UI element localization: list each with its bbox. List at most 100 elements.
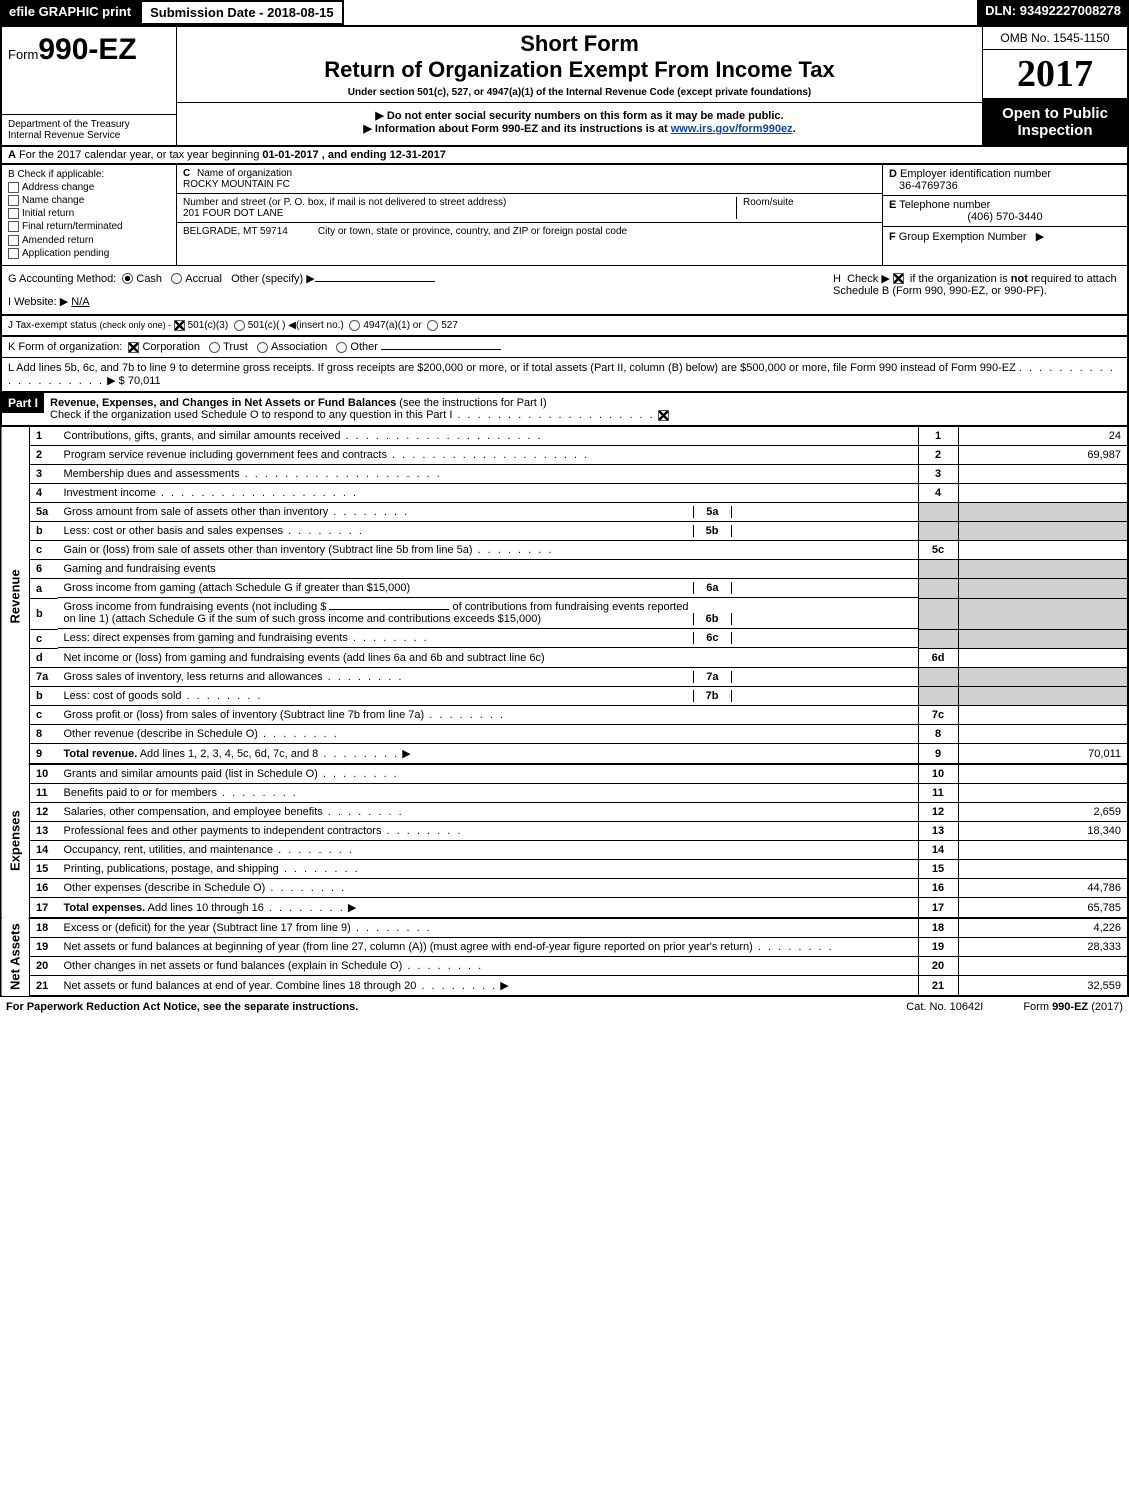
line-desc: Net income or (loss) from gaming and fun… bbox=[58, 648, 919, 667]
line-box-shade bbox=[918, 629, 958, 648]
dots bbox=[318, 748, 399, 760]
table-row: a Gross income from gaming (attach Sched… bbox=[1, 579, 1128, 599]
line-num: 8 bbox=[30, 725, 58, 744]
chk-501c3[interactable] bbox=[174, 320, 185, 331]
sub-box: 6a bbox=[693, 582, 731, 594]
line-box: 1 bbox=[918, 427, 958, 446]
line-box: 5c bbox=[918, 541, 958, 560]
table-row: c Gross profit or (loss) from sales of i… bbox=[1, 706, 1128, 725]
return-title: Return of Organization Exempt From Incom… bbox=[177, 57, 982, 83]
chk-address-change[interactable]: Address change bbox=[8, 182, 170, 193]
dots bbox=[381, 825, 462, 837]
netassets-section-label: Net Assets bbox=[1, 918, 30, 996]
org-street: 201 FOUR DOT LANE bbox=[183, 208, 283, 219]
footer-right-pre: Form bbox=[1023, 1001, 1052, 1013]
line-amount: 65,785 bbox=[958, 898, 1128, 919]
dots bbox=[264, 902, 345, 914]
line-box: 18 bbox=[918, 918, 958, 938]
sub-box: 5a bbox=[693, 506, 731, 518]
line-num: 16 bbox=[30, 879, 58, 898]
line-num: c bbox=[30, 629, 58, 648]
line-amount: 44,786 bbox=[958, 879, 1128, 898]
dots bbox=[402, 960, 483, 972]
line-desc: Add lines 10 through 16 bbox=[145, 902, 264, 914]
line-amount: 32,559 bbox=[958, 976, 1128, 997]
table-row: d Net income or (loss) from gaming and f… bbox=[1, 648, 1128, 667]
dept-treasury: Department of the Treasury bbox=[8, 119, 170, 130]
line-desc: Gain or (loss) from sale of assets other… bbox=[64, 544, 473, 556]
k-other-field[interactable] bbox=[381, 349, 501, 350]
k-o2: Trust bbox=[223, 341, 248, 353]
chk-trust[interactable] bbox=[209, 342, 220, 353]
j-o3: 4947(a)(1) or bbox=[363, 320, 421, 331]
sub-val bbox=[732, 601, 912, 625]
chk-other-org[interactable] bbox=[336, 342, 347, 353]
line-box: 20 bbox=[918, 957, 958, 976]
line-num: 13 bbox=[30, 822, 58, 841]
line-desc: Less: cost or other basis and sales expe… bbox=[64, 525, 693, 537]
line-num: 11 bbox=[30, 784, 58, 803]
open-line2: Inspection bbox=[989, 122, 1121, 139]
line-amount bbox=[958, 706, 1128, 725]
dots bbox=[351, 922, 432, 934]
table-row: c Gain or (loss) from sale of assets oth… bbox=[1, 541, 1128, 560]
chk-corporation[interactable] bbox=[128, 342, 139, 353]
efile-print-button[interactable]: efile GRAPHIC print bbox=[0, 0, 140, 25]
chk-4947[interactable] bbox=[349, 320, 360, 331]
line-6b-amount-field[interactable] bbox=[329, 609, 449, 610]
line-num: a bbox=[30, 579, 58, 599]
instructions-link[interactable]: www.irs.gov/form990ez bbox=[671, 123, 793, 135]
phone-value: (406) 570-3440 bbox=[889, 211, 1121, 223]
chk-amended-return[interactable]: Amended return bbox=[8, 235, 170, 246]
line-k: K Form of organization: Corporation Trus… bbox=[0, 337, 1129, 358]
chk-association[interactable] bbox=[257, 342, 268, 353]
chk-final-return[interactable]: Final return/terminated bbox=[8, 221, 170, 232]
k-text: Form of organization: bbox=[18, 341, 122, 353]
chk-schedule-o-part-i[interactable] bbox=[658, 410, 669, 421]
sub-val bbox=[732, 632, 912, 644]
line-desc: Excess or (deficit) for the year (Subtra… bbox=[64, 922, 351, 934]
chk-application-pending-label: Application pending bbox=[22, 248, 109, 259]
line-box: 3 bbox=[918, 464, 958, 483]
line-box: 9 bbox=[918, 744, 958, 765]
omb-number: OMB No. 1545-1150 bbox=[982, 27, 1127, 50]
sub-val bbox=[732, 506, 912, 518]
table-row: 2 Program service revenue including gove… bbox=[1, 445, 1128, 464]
chk-name-change[interactable]: Name change bbox=[8, 195, 170, 206]
table-row: Revenue 1 Contributions, gifts, grants, … bbox=[1, 427, 1128, 446]
line-desc: Grants and similar amounts paid (list in… bbox=[64, 768, 318, 780]
room-label: Room/suite bbox=[743, 197, 794, 208]
form-header: Form990-EZ Department of the Treasury In… bbox=[0, 25, 1129, 147]
line-box-shade bbox=[918, 598, 958, 629]
part-i-header-row: Part I Revenue, Expenses, and Changes in… bbox=[0, 393, 1129, 427]
g-label: G bbox=[8, 273, 17, 285]
table-row: c Less: direct expenses from gaming and … bbox=[1, 629, 1128, 648]
d-label: D bbox=[889, 168, 897, 180]
line-amount bbox=[958, 541, 1128, 560]
bullet-info-pre: Information about Form 990-EZ and its in… bbox=[375, 123, 671, 135]
chk-initial-return[interactable]: Initial return bbox=[8, 208, 170, 219]
table-row: 20 Other changes in net assets or fund b… bbox=[1, 957, 1128, 976]
chk-501c[interactable] bbox=[234, 320, 245, 331]
chk-schedule-b-not-required[interactable] bbox=[893, 273, 904, 284]
line-desc: Salaries, other compensation, and employ… bbox=[64, 806, 323, 818]
radio-cash[interactable] bbox=[122, 273, 133, 284]
chk-application-pending[interactable]: Application pending bbox=[8, 248, 170, 259]
f-arrow: ▶ bbox=[1036, 231, 1044, 243]
line-desc: Gross income from gaming (attach Schedul… bbox=[64, 582, 694, 594]
open-line1: Open to Public bbox=[989, 105, 1121, 122]
sub-box: 7b bbox=[693, 690, 732, 702]
table-row: 19 Net assets or fund balances at beginn… bbox=[1, 938, 1128, 957]
line-desc-bold: Total expenses. bbox=[64, 902, 146, 914]
chk-name-change-label: Name change bbox=[22, 195, 84, 206]
chk-527[interactable] bbox=[427, 320, 438, 331]
line-box: 10 bbox=[918, 764, 958, 784]
line-desc: Program service revenue including govern… bbox=[64, 449, 590, 461]
line-amount: 2,659 bbox=[958, 803, 1128, 822]
g-other-field[interactable] bbox=[315, 281, 435, 282]
line-num: c bbox=[30, 541, 58, 560]
part-i-title: Revenue, Expenses, and Changes in Net As… bbox=[50, 397, 396, 409]
line-box: 12 bbox=[918, 803, 958, 822]
radio-accrual[interactable] bbox=[171, 273, 182, 284]
line-box: 15 bbox=[918, 860, 958, 879]
